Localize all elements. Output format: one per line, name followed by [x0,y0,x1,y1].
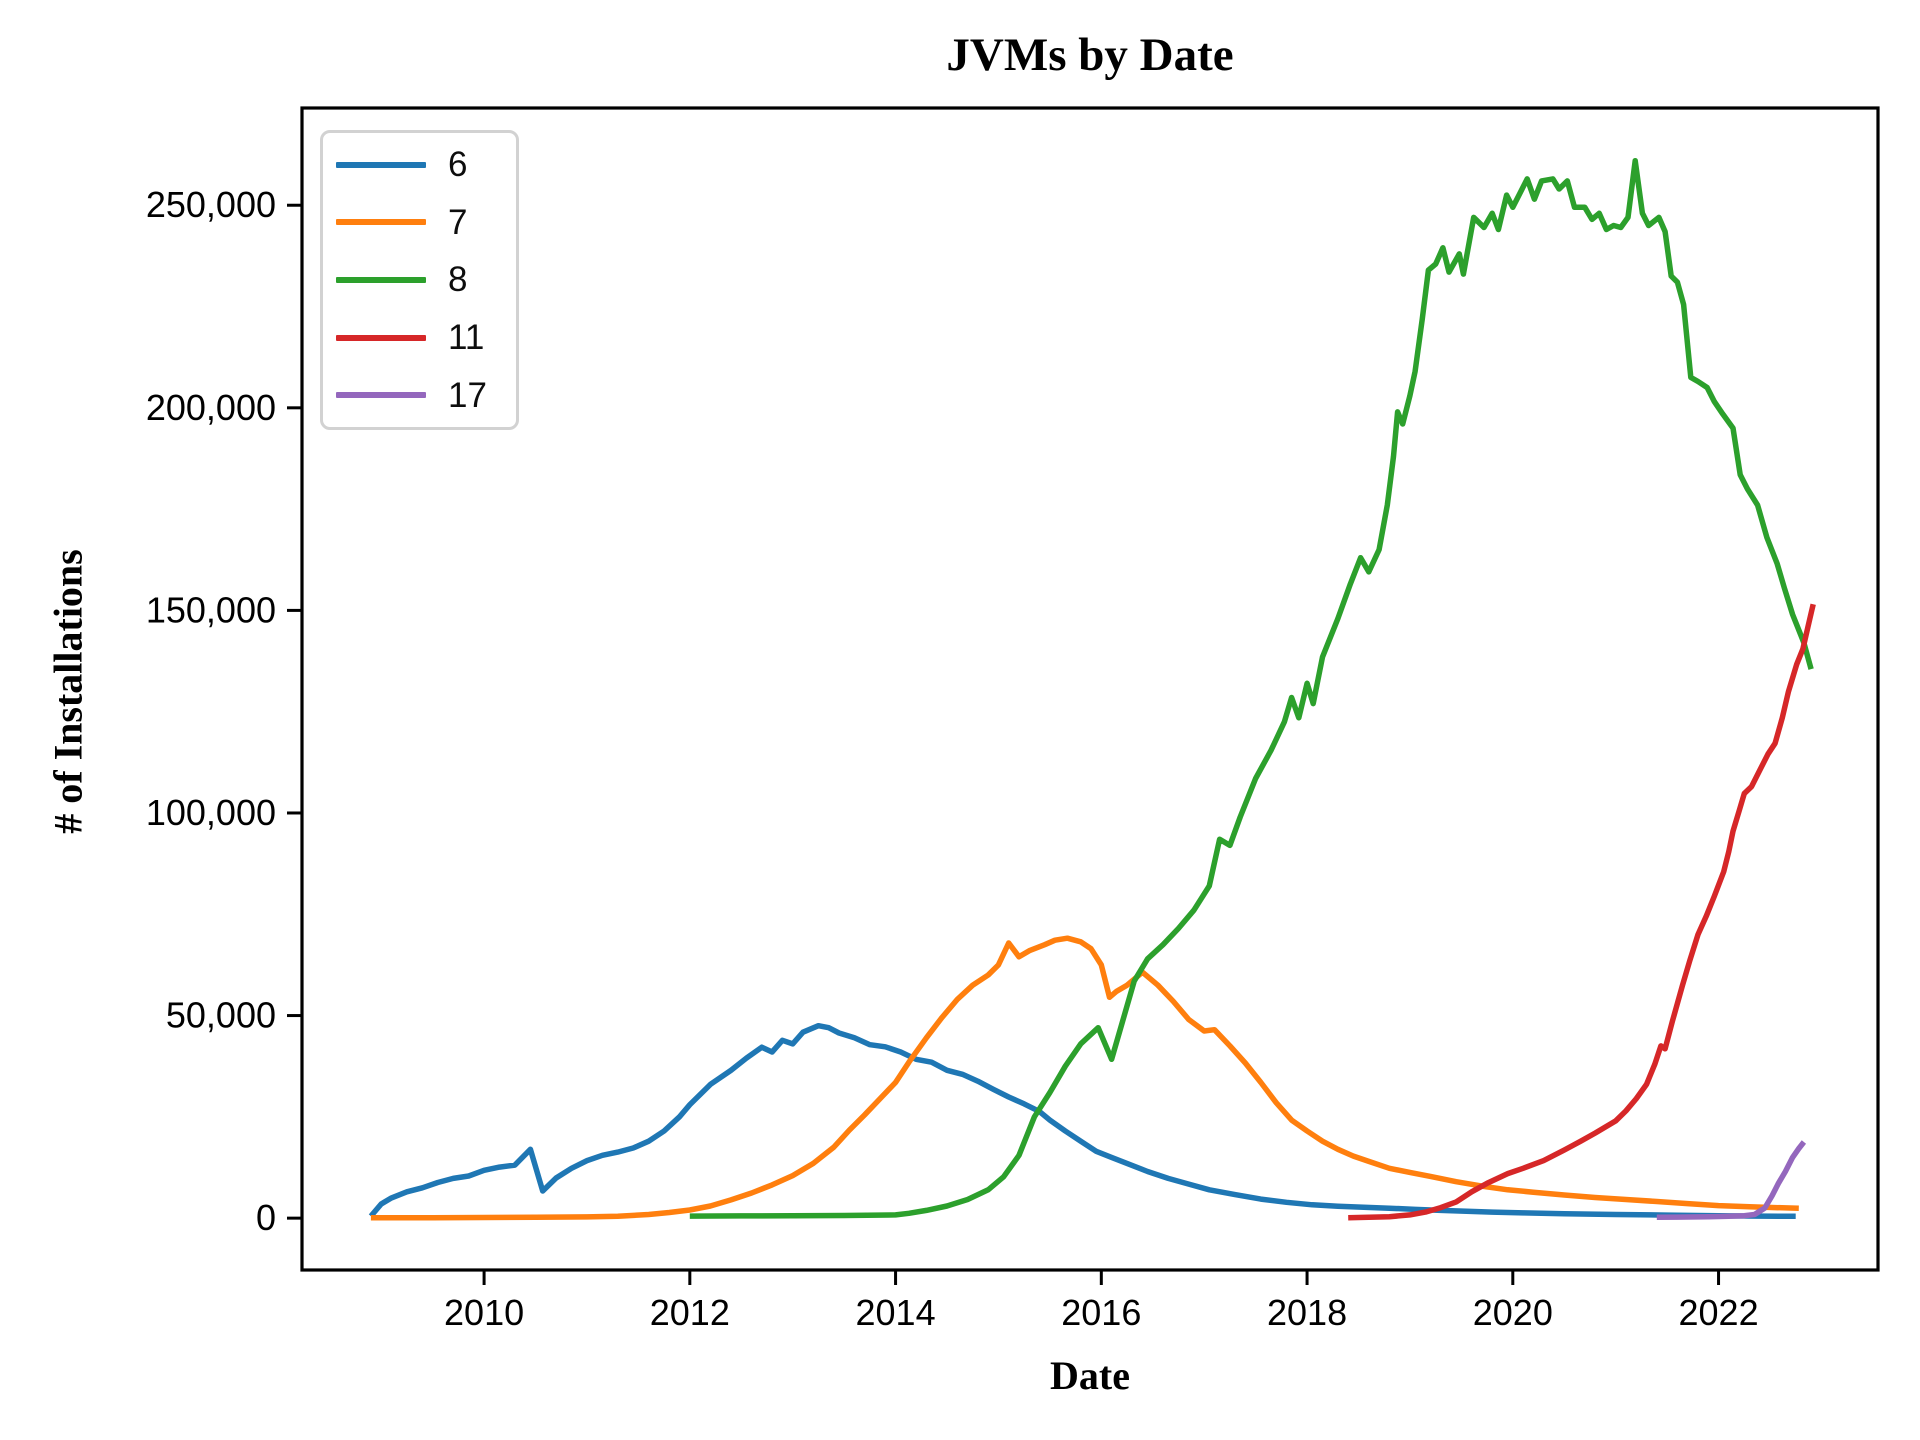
x-tick-label-2012: 2012 [650,1292,730,1333]
legend-label-7: 7 [448,202,468,242]
x-tick-label-2014: 2014 [856,1292,936,1333]
chart-title: JVMs by Date [946,29,1234,81]
legend-item-17: 17 [323,367,516,423]
legend-item-11: 11 [323,310,516,366]
x-tick-label-2018: 2018 [1267,1292,1347,1333]
series-line-8 [689,157,1814,1219]
legend-line-17 [336,392,426,399]
legend-label-6: 6 [448,145,468,185]
series-line-17 [1656,1140,1807,1221]
legend-label-17: 17 [448,375,487,415]
y-tick-label-250,000: 250,000 [146,184,276,225]
axes-frame [300,106,1880,1272]
y-tick-label-0: 0 [256,1197,276,1238]
legend-line-6 [336,161,426,168]
y-axis-label: # of Installations [45,549,91,834]
x-axis-label: Date [1050,1353,1130,1398]
series-line-6 [368,1022,1796,1220]
legend-item-7: 7 [323,194,516,250]
legend-line-11 [336,334,426,341]
x-tick-label-2016: 2016 [1061,1292,1141,1333]
legend-line-8 [336,276,426,283]
series-line-11 [1348,603,1816,1221]
legend-line-7 [336,219,426,226]
series-line-7 [370,935,1799,1221]
x-tick-label-2020: 2020 [1473,1292,1553,1333]
legend-label-8: 8 [448,260,468,300]
y-tick-label-200,000: 200,000 [146,387,276,428]
y-tick-label-100,000: 100,000 [146,792,276,833]
y-tick-label-50,000: 50,000 [166,995,276,1036]
x-tick-label-2010: 2010 [444,1292,524,1333]
legend: 6 7 8 11 17 [320,130,519,430]
y-tick-label-150,000: 150,000 [146,589,276,630]
legend-label-11: 11 [448,318,485,358]
legend-item-8: 8 [323,252,516,308]
legend-item-6: 6 [323,137,516,193]
x-tick-label-2022: 2022 [1679,1292,1759,1333]
